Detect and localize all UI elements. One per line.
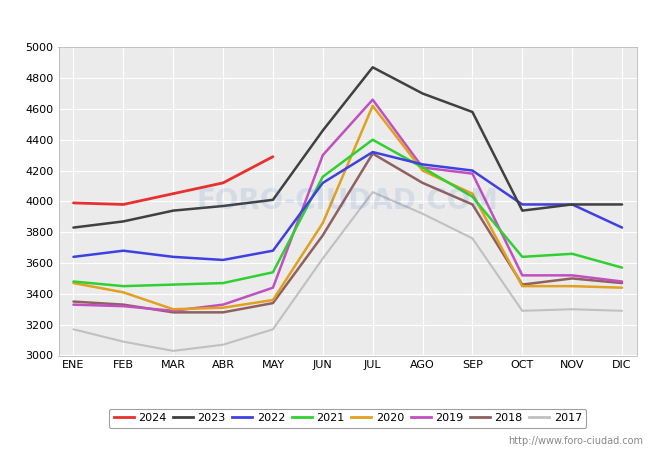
Text: FORO-CIUDAD.COM: FORO-CIUDAD.COM bbox=[197, 187, 499, 216]
Text: Afiliados en Alcarràs a 31/5/2024: Afiliados en Alcarràs a 31/5/2024 bbox=[188, 14, 462, 33]
Legend: 2024, 2023, 2022, 2021, 2020, 2019, 2018, 2017: 2024, 2023, 2022, 2021, 2020, 2019, 2018… bbox=[109, 409, 586, 428]
Text: http://www.foro-ciudad.com: http://www.foro-ciudad.com bbox=[508, 436, 644, 446]
